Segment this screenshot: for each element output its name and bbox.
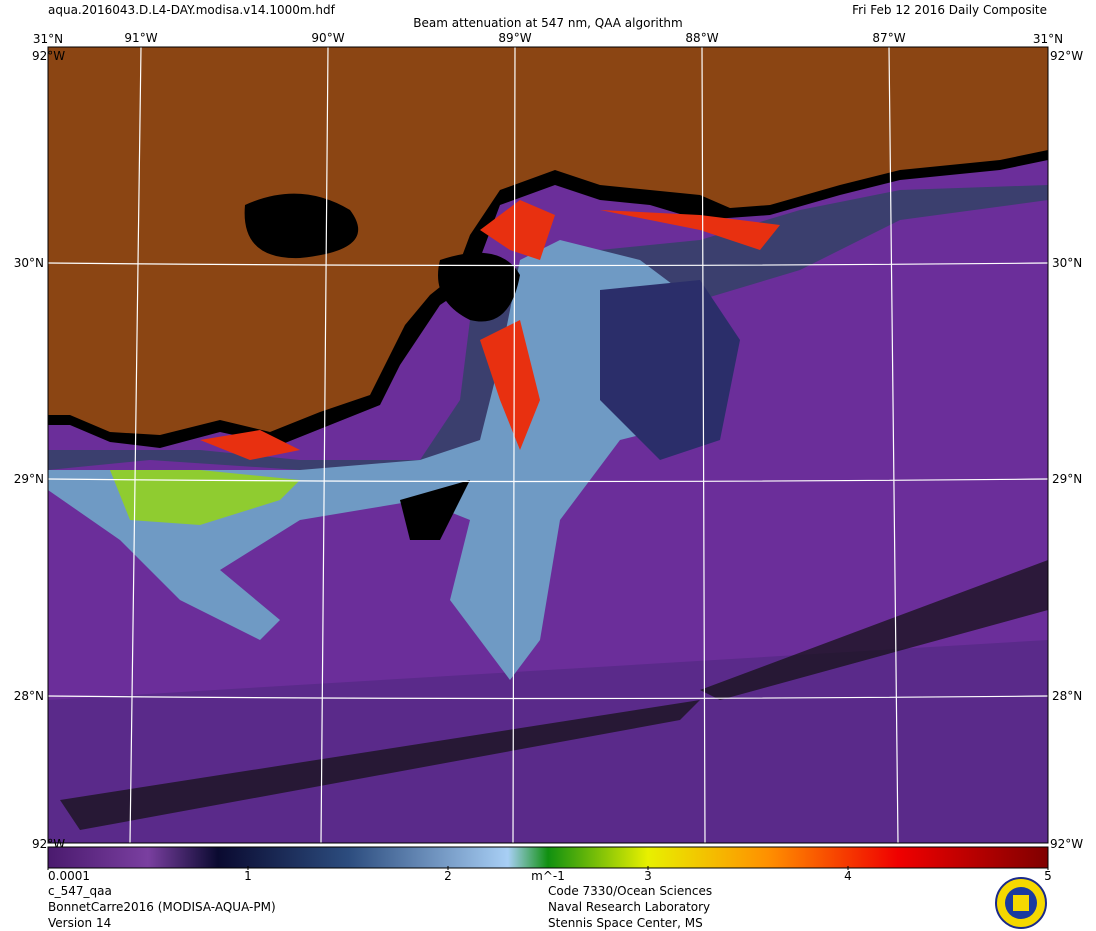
colorbar-unit: m^-1 [531,869,565,883]
colorbar-tick-label: 3 [644,869,652,883]
lat-label: 29°N [14,472,44,486]
lat-label: 29°N [1052,472,1082,486]
corner-label: 92°W [1050,49,1083,63]
footer-text: c_547_qaa [48,884,112,898]
map-title: Beam attenuation at 547 nm, QAA algorith… [413,16,682,30]
high-values [200,200,780,460]
colorbar [47,846,1049,869]
lat-label: 30°N [1052,256,1082,270]
lon-label: 91°W [124,31,157,45]
colorbar-tick-label: 0.0001 [48,869,90,883]
lon-label: 90°W [311,31,344,45]
plume-green [110,470,300,525]
lat-label: 28°N [1052,689,1082,703]
footer-left: c_547_qaa BonnetCarre2016 (MODISA-AQUA-P… [48,884,276,930]
land [48,47,1048,435]
logo [995,877,1047,929]
footer-text: Stennis Space Center, MS [548,916,703,930]
colorbar-tick-label: 5 [1044,869,1052,883]
corner-label: 31°N [33,32,63,46]
lon-label: 88°W [685,31,718,45]
file-name: aqua.2016043.D.L4-DAY.modisa.v14.1000m.h… [48,3,336,17]
lat-label: 30°N [14,256,44,270]
plume [48,240,720,680]
delta-shadow [400,480,470,540]
map-frame [47,46,1049,844]
lat-label: 28°N [14,689,44,703]
date: Fri Feb 12 2016 Daily Composite [852,3,1047,17]
footer-text: Code 7330/Ocean Sciences [548,884,712,898]
lakes [244,193,520,322]
corner-label: 92°W [32,49,65,63]
footer-text: BonnetCarre2016 (MODISA-AQUA-PM) [48,900,276,914]
footer-text: Version 14 [48,916,111,930]
corner-label: 92°W [1050,837,1083,851]
colorbar-tick-label: 2 [444,869,452,883]
lon-label: 87°W [872,31,905,45]
clouds [60,560,1048,830]
map [47,46,1049,844]
grid [47,46,1049,844]
lon-label: 89°W [498,31,531,45]
footer-text: Naval Research Laboratory [548,900,710,914]
footer-center: Code 7330/Ocean Sciences Naval Research … [548,884,712,930]
colorbar-tick-label: 1 [244,869,252,883]
colorbar-tick-label: 4 [844,869,852,883]
plume-core [600,280,740,460]
corner-label: 31°N [1033,32,1063,46]
